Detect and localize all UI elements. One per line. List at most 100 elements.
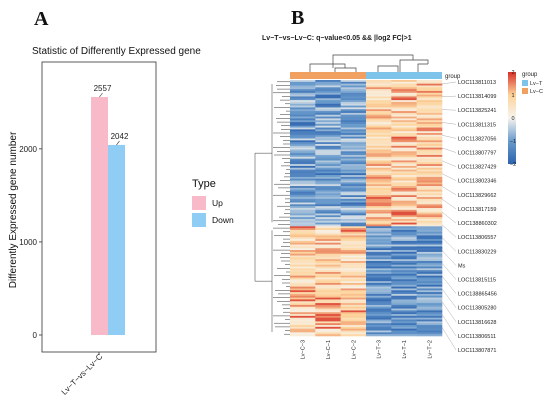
heatmap-cell (340, 259, 367, 262)
heatmap-cell (340, 162, 367, 165)
panel-a-title: Statistic of Differently Expressed gene (32, 46, 201, 57)
heatmap-cell (416, 206, 443, 209)
heatmap-cell (340, 262, 367, 265)
heatmap-cell (340, 111, 367, 114)
colorbar-tick-label: −2 (510, 162, 516, 168)
heatmap-cell (391, 310, 417, 313)
heatmap-cell (391, 142, 417, 145)
heatmap-cell (416, 266, 443, 269)
heatmap-cell (340, 217, 367, 220)
heatmap-cell (391, 266, 417, 269)
heatmap-cell (340, 98, 367, 101)
heatmap-cell (290, 262, 316, 265)
heatmap-cell (315, 176, 341, 180)
heatmap-cell (365, 279, 392, 282)
heatmap-cell (340, 268, 367, 271)
heatmap-cell (340, 149, 367, 152)
heatmap-cell (340, 226, 367, 229)
heatmap-cell (391, 321, 417, 324)
heatmap-cell (315, 186, 341, 189)
heatmap-cell (315, 154, 341, 158)
heatmap-cell (416, 145, 443, 148)
heatmap-cell (416, 275, 443, 278)
heatmap-cell (416, 149, 443, 152)
heatmap-cell (340, 156, 367, 159)
heatmap-cell (365, 244, 392, 247)
heatmap-cell (416, 200, 443, 203)
heatmap-cell (365, 226, 392, 229)
heatmap-cell (365, 215, 392, 218)
type-legend-title: Type (192, 178, 216, 190)
heatmap-cell (416, 162, 443, 165)
heatmap-cell (416, 175, 443, 178)
heatmap-cell (416, 187, 443, 191)
heatmap-cell (315, 149, 341, 152)
heatmap-cell (416, 164, 443, 167)
heatmap-cell (365, 81, 392, 84)
heatmap-cell (290, 242, 316, 245)
heatmap-cell (416, 244, 443, 247)
heatmap-cell (340, 255, 367, 258)
heatmap-cell (340, 175, 367, 178)
heatmap-cell (391, 299, 417, 302)
heatmap-cell (416, 317, 443, 320)
gene-label-leader (441, 314, 457, 337)
gene-label: LOC113806557 (458, 235, 496, 241)
heatmap-cell (365, 303, 392, 306)
heatmap-cell (315, 158, 341, 161)
heatmap-cell (416, 191, 443, 194)
heatmap-cell (391, 240, 417, 244)
heatmap-cell (340, 328, 367, 331)
heatmap-cell (365, 144, 392, 147)
heatmap-cell (416, 306, 443, 309)
heatmap-cell (416, 328, 443, 331)
heatmap-cell (416, 277, 443, 280)
gene-label-leader (441, 173, 457, 181)
heatmap-cell (391, 288, 417, 291)
heatmap-cell (290, 282, 316, 286)
heatmap-cell (290, 224, 316, 227)
heatmap-cell (391, 175, 417, 178)
heatmap-cell (365, 165, 392, 169)
heatmap-cell (290, 129, 316, 132)
heatmap-cell (315, 92, 341, 95)
heatmap-cell (340, 164, 367, 167)
heatmap-cell (416, 98, 443, 101)
heatmap-cell (315, 262, 341, 265)
heatmap-cell (340, 332, 367, 335)
heatmap-cell (365, 290, 392, 293)
sample-label: Lv−T−2 (427, 340, 433, 359)
heatmap-cell (416, 308, 443, 311)
heatmap-cell (315, 275, 341, 278)
panel-b-title: Lv−T−vs−Lv−C: q−value<0.05 && |log2 FC|>… (262, 35, 412, 42)
heatmap-cell (416, 89, 443, 92)
heatmap-cell (340, 147, 367, 150)
colorbar-tick-label: 1 (511, 93, 514, 99)
heatmap-cell (290, 213, 316, 216)
heatmap-cell (315, 237, 341, 240)
heatmap-cell (290, 209, 316, 212)
heatmap-cell (416, 273, 443, 276)
heatmap-cell (315, 314, 341, 317)
heatmap-cell (365, 323, 392, 326)
heatmap-cell (290, 226, 316, 229)
heatmap-cell (290, 154, 316, 158)
gene-label: LOC113830229 (458, 249, 496, 255)
heatmap-cell (416, 176, 443, 180)
heatmap-cell (365, 310, 392, 313)
heatmap-cell (315, 326, 341, 329)
heatmap-cell (391, 211, 417, 214)
heatmap-cell (315, 226, 341, 229)
heatmap-cell (416, 325, 443, 328)
heatmap-cell (391, 189, 417, 192)
heatmap-cell (391, 323, 417, 326)
heatmap-cell (290, 321, 316, 324)
heatmap-cell (315, 195, 341, 198)
heatmap-cell (391, 167, 417, 170)
heatmap-cell (290, 92, 316, 95)
heatmap-cell (290, 292, 316, 295)
heatmap-cell (315, 112, 341, 116)
heatmap-cell (391, 136, 417, 139)
heatmap-cell (290, 136, 316, 139)
heatmap-cell (290, 90, 316, 94)
